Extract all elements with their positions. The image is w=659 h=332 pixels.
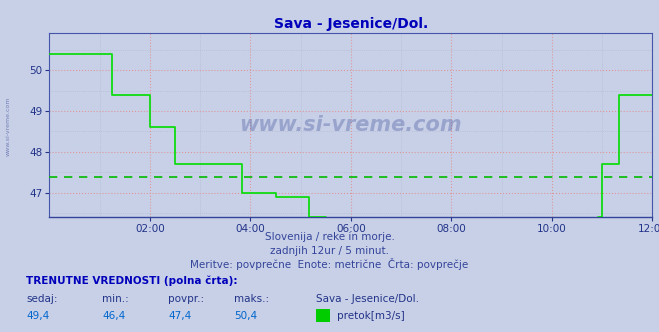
Text: maks.:: maks.:: [234, 294, 269, 304]
Text: Sava - Jesenice/Dol.: Sava - Jesenice/Dol.: [316, 294, 419, 304]
Text: www.si-vreme.com: www.si-vreme.com: [240, 115, 462, 135]
Text: Slovenija / reke in morje.: Slovenija / reke in morje.: [264, 232, 395, 242]
Text: povpr.:: povpr.:: [168, 294, 204, 304]
Text: www.si-vreme.com: www.si-vreme.com: [5, 96, 11, 156]
Text: zadnjih 12ur / 5 minut.: zadnjih 12ur / 5 minut.: [270, 246, 389, 256]
Text: 46,4: 46,4: [102, 311, 125, 321]
Text: sedaj:: sedaj:: [26, 294, 58, 304]
Text: min.:: min.:: [102, 294, 129, 304]
Text: Meritve: povprečne  Enote: metrične  Črta: povprečje: Meritve: povprečne Enote: metrične Črta:…: [190, 258, 469, 270]
Title: Sava - Jesenice/Dol.: Sava - Jesenice/Dol.: [273, 17, 428, 31]
Text: pretok[m3/s]: pretok[m3/s]: [337, 311, 405, 321]
Text: 47,4: 47,4: [168, 311, 191, 321]
Text: 49,4: 49,4: [26, 311, 49, 321]
Text: TRENUTNE VREDNOSTI (polna črta):: TRENUTNE VREDNOSTI (polna črta):: [26, 275, 238, 286]
Text: 50,4: 50,4: [234, 311, 257, 321]
